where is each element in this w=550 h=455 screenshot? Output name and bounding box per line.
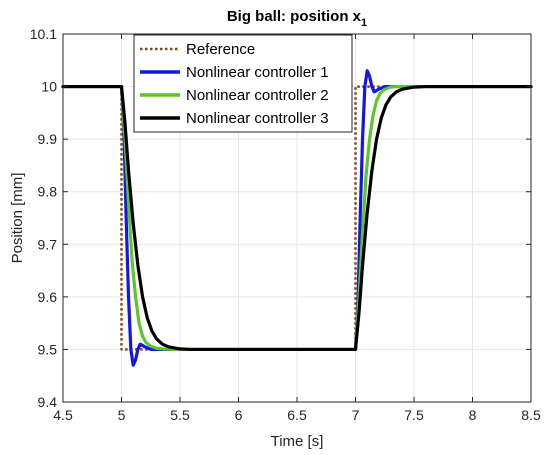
x-tick-label: 5 <box>118 407 126 423</box>
legend: Reference Nonlinear controller 1 Nonlinear… <box>133 34 353 133</box>
y-tick-label: 10 <box>41 79 57 95</box>
y-tick-label: 9.4 <box>38 394 58 410</box>
x-axis-label: Time [s] <box>271 433 324 450</box>
x-tick-label: 4.5 <box>53 407 73 423</box>
y-tick-label: 9.8 <box>38 184 58 200</box>
x-tick-label: 8 <box>469 407 477 423</box>
x-tick-label: 7.5 <box>404 407 424 423</box>
x-tick-label: 6 <box>235 407 243 423</box>
x-tick-label: 6.5 <box>287 407 307 423</box>
y-axis-label: Position [mm] <box>9 173 26 264</box>
chart-title-subscript: 1 <box>361 17 367 29</box>
legend-box <box>133 34 353 133</box>
y-tick-label: 9.9 <box>38 131 58 147</box>
tick-labels: 4.5 5 5.5 6 6.5 7 7.5 8 8.5 9.4 9.5 9.6 9.7 9.8 9.9 10 1… <box>30 26 541 423</box>
y-tick-label: 9.7 <box>38 236 58 252</box>
x-tick-label: 7 <box>352 407 360 423</box>
series-line-controller-3 <box>61 84 533 352</box>
legend-label-reference: Reference <box>186 41 255 58</box>
chart-title: Big ball: position x1 <box>227 8 367 29</box>
y-tick-label: 9.6 <box>38 289 58 305</box>
x-tick-label: 5.5 <box>170 407 190 423</box>
legend-label-controller-3: Nonlinear controller 3 <box>186 110 329 127</box>
legend-label-controller-1: Nonlinear controller 1 <box>186 64 329 81</box>
x-tick-label: 8.5 <box>521 407 541 423</box>
series-layer <box>61 69 533 367</box>
y-tick-label: 9.5 <box>38 341 58 357</box>
legend-label-controller-2: Nonlinear controller 2 <box>186 87 329 104</box>
y-tick-label: 10.1 <box>30 26 57 42</box>
